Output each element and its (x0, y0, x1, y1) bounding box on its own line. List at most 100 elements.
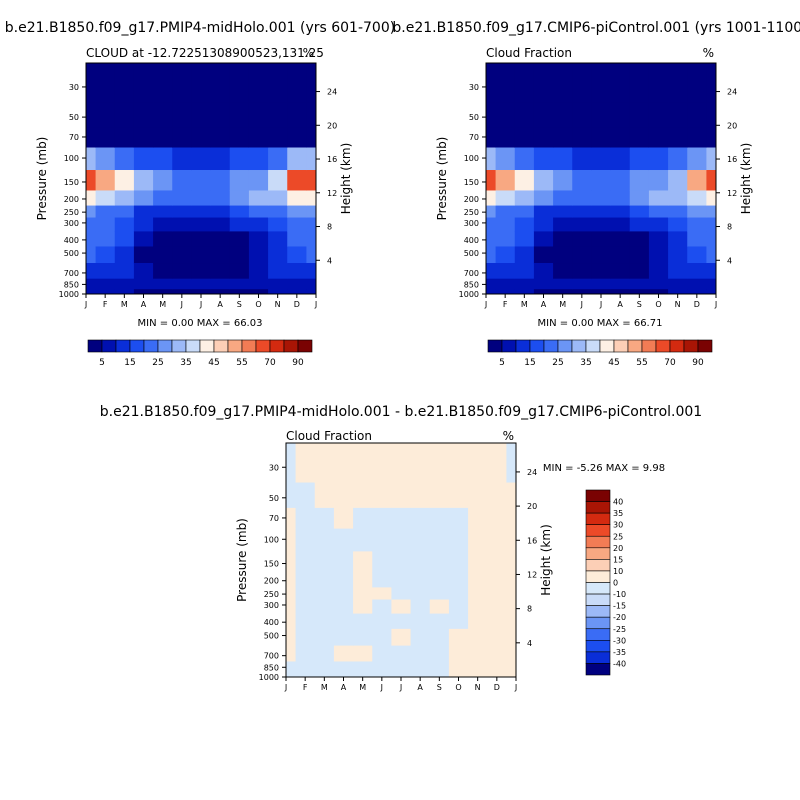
data-cell (353, 443, 373, 484)
data-cell (114, 127, 135, 149)
data-cell (268, 289, 288, 294)
data-cell (629, 190, 650, 207)
data-cell (629, 217, 650, 232)
plot-cells (86, 63, 316, 294)
data-cell (191, 102, 212, 128)
data-cell (486, 102, 497, 128)
data-cell (314, 587, 335, 601)
colorbar-label: 10 (613, 567, 623, 576)
data-cell (86, 205, 97, 219)
data-cell (486, 190, 497, 207)
y-tick-label: 30 (269, 463, 279, 472)
data-cell (486, 263, 497, 280)
height-tick-label: 4 (527, 639, 532, 648)
data-cell (191, 231, 212, 247)
data-cell (314, 672, 335, 677)
height-tick-label: 20 (527, 502, 537, 511)
data-cell (286, 528, 297, 552)
y-tick-label: 30 (69, 83, 79, 92)
data-cell (306, 190, 316, 207)
data-cell (86, 190, 97, 207)
height-tick-label: 20 (727, 121, 737, 130)
data-cell (314, 528, 335, 552)
height-tick-label: 8 (727, 223, 732, 232)
colorbar-swatch (585, 559, 611, 572)
data-cell (448, 645, 469, 662)
colorbar-label: 70 (664, 358, 676, 368)
colorbar-label: 35 (580, 358, 591, 368)
data-cell (191, 289, 212, 294)
data-cell (629, 278, 650, 290)
data-cell (486, 205, 497, 219)
data-cell (687, 263, 707, 280)
data-cell (268, 278, 288, 290)
data-cell (429, 551, 450, 573)
colorbar-label: 20 (613, 544, 623, 553)
colorbar-swatch (599, 339, 615, 353)
data-cell (553, 170, 573, 191)
data-cell (495, 246, 516, 264)
height-tick-label: 16 (727, 155, 737, 164)
height-axis-label: Height (km) (739, 143, 753, 214)
chart-panel-1: b.e21.B1850.f09_g17.PMIP4-midHolo.001 (y… (5, 20, 395, 368)
data-cell (353, 613, 373, 630)
colorbar-label: 25 (613, 532, 623, 541)
data-cell (553, 102, 573, 128)
data-cell (668, 231, 688, 247)
data-cell (429, 599, 450, 615)
data-cell (133, 205, 154, 219)
data-cell (353, 661, 373, 673)
data-cell (314, 628, 335, 647)
data-cell (210, 190, 231, 207)
y-tick-label: 850 (264, 663, 279, 672)
data-cell (468, 628, 488, 647)
data-cell (314, 613, 335, 630)
data-cell (533, 278, 554, 290)
height-tick-label: 24 (527, 468, 537, 477)
data-cell (468, 599, 488, 615)
colorbar-swatch (585, 616, 611, 630)
x-tick-label: J (380, 683, 383, 692)
data-cell (668, 147, 688, 171)
data-cell (210, 205, 231, 219)
data-cell (448, 628, 469, 647)
data-cell (572, 289, 592, 294)
data-cell (468, 507, 488, 530)
data-cell (153, 63, 173, 103)
data-cell (553, 63, 573, 103)
data-cell (333, 672, 354, 677)
colorbar-swatch (585, 547, 611, 560)
data-cell (448, 507, 469, 530)
data-cell (648, 278, 669, 290)
data-cell (553, 231, 573, 247)
data-cell (553, 147, 573, 171)
data-cell (191, 246, 212, 264)
data-cell (506, 628, 516, 647)
data-cell (495, 127, 516, 149)
data-cell (514, 217, 535, 232)
data-cell (248, 127, 269, 149)
x-tick-label: S (237, 300, 242, 309)
data-cell (487, 482, 507, 509)
data-cell (486, 170, 497, 191)
y-tick-label: 1000 (459, 290, 479, 299)
data-cell (506, 482, 516, 509)
colorbar-label: -10 (613, 590, 626, 599)
data-cell (668, 170, 688, 191)
data-cell (487, 661, 507, 673)
data-cell (114, 170, 135, 191)
data-cell (487, 507, 507, 530)
colorbar-swatch (487, 339, 503, 353)
data-cell (268, 231, 288, 247)
data-cell (591, 147, 612, 171)
colorbar-label: 40 (613, 498, 623, 507)
data-cell (610, 127, 631, 149)
data-cell (286, 628, 297, 647)
data-cell (514, 263, 535, 280)
data-cell (86, 147, 97, 171)
data-cell (410, 628, 431, 647)
data-cell (572, 127, 592, 149)
data-cell (487, 528, 507, 552)
data-cell (648, 190, 669, 207)
data-cell (95, 278, 116, 290)
